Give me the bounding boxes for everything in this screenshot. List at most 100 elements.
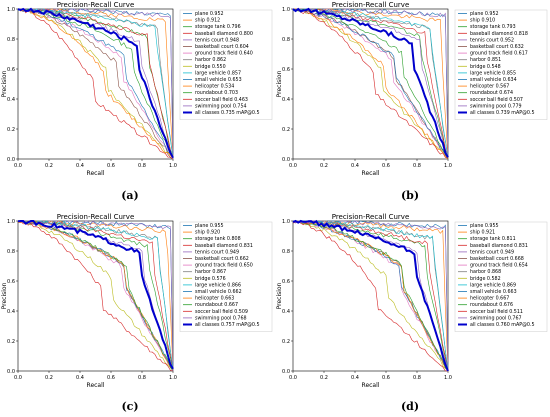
y-tick-label: 0.0	[282, 157, 290, 163]
plot-frame	[292, 8, 449, 160]
x-tick-label: 0.6	[382, 375, 390, 381]
chart-panel-c: Precision-Recall Curve 0.0 0.2 0.4 0.6 0.8 1.0…	[0, 212, 275, 402]
legend-entry: tennis court 0.948	[195, 37, 239, 43]
series-line-all-classes	[17, 220, 174, 370]
legend-entry: basketball court 0.668	[470, 256, 524, 262]
legend-entry: plane 0.955	[470, 223, 499, 229]
series-line-bridge	[292, 220, 449, 372]
x-tick-label: 0.0	[14, 375, 22, 381]
x-tick-label: 0.0	[289, 375, 297, 381]
series-line-all-classes	[292, 7, 449, 158]
legend-entry: baseball diamond 0.800	[195, 31, 253, 37]
legend-entry: basketball court 0.662	[195, 256, 249, 262]
y-tick-label: 0.4	[282, 309, 290, 315]
x-tick-label: 0.6	[107, 375, 115, 381]
legend-entry: helicopter 0.567	[470, 84, 509, 90]
x-tick-label: 1.0	[169, 375, 177, 381]
pr-chart-a: Precision-Recall Curve 0.0 0.2 0.4 0.6 0.8 1.0…	[1, 1, 273, 177]
caption-b: (b)	[400, 189, 420, 202]
y-tick-label: 0.4	[7, 309, 15, 315]
y-tick-label: 0.0	[282, 369, 290, 375]
y-tick-label: 0.4	[7, 97, 15, 103]
legend-entry: swimming pool 0.767	[470, 315, 522, 321]
x-axis-label: Recall	[362, 382, 380, 389]
series-line-soccer-ball-field	[292, 8, 449, 159]
legend-entry: ship 0.910	[470, 18, 495, 24]
x-axis-label: Recall	[362, 170, 380, 177]
legend-entry: bridge 0.582	[470, 276, 501, 282]
x-tick-label: 0.4	[76, 163, 84, 169]
y-tick-label: 0.8	[282, 249, 290, 255]
x-tick-label: 1.0	[169, 163, 177, 169]
legend-box	[454, 221, 548, 332]
series-line-tennis-court	[292, 220, 449, 372]
series-line-soccer-ball-field	[18, 220, 174, 372]
chart-title: Precision-Recall Curve	[332, 1, 410, 9]
plot-frame	[292, 220, 449, 372]
legend-entry: storage tank 0.796	[195, 24, 241, 30]
legend-entry: large vehicle 0.855	[470, 70, 516, 76]
chart-panel-d: Precision-Recall Curve 0.0 0.2 0.4 0.6 0.8 1.0…	[275, 212, 550, 402]
legend-entry: roundabout 0.667	[195, 302, 238, 308]
legend-entry: roundabout 0.676	[470, 302, 513, 308]
x-axis-label: Recall	[87, 382, 105, 389]
chart-panel-b: Precision-Recall Curve 0.0 0.2 0.4 0.6 0.8 1.0…	[275, 0, 550, 190]
legend-entry: roundabout 0.703	[195, 90, 238, 96]
legend-entry: plane 0.952	[470, 11, 499, 17]
x-tick-label: 0.2	[45, 375, 53, 381]
legend-entry: soccer ball field 0.509	[195, 309, 248, 315]
y-axis-label: Precision	[1, 282, 8, 309]
legend-entry: plane 0.955	[195, 223, 224, 229]
y-tick-label: 0.2	[282, 339, 290, 345]
legend-entry: harbor 0.867	[195, 269, 226, 275]
x-tick-label: 1.0	[444, 163, 452, 169]
legend-entry: soccer ball field 0.507	[470, 97, 523, 103]
legend-entry-all-classes: all classes 0.760 mAP@0.5	[470, 322, 535, 328]
series-line-bridge	[17, 8, 174, 160]
legend-entry: helicopter 0.534	[195, 84, 234, 90]
y-tick-label: 0.8	[282, 37, 290, 43]
series-line-small-vehicle	[292, 8, 449, 160]
x-tick-label: 0.4	[351, 375, 359, 381]
series-line-large-vehicle	[17, 8, 174, 159]
chart-panel-a: Precision-Recall Curve 0.0 0.2 0.4 0.6 0.8 1.0…	[0, 0, 275, 190]
chart-title: Precision-Recall Curve	[57, 1, 135, 9]
legend-entry: soccer ball field 0.511	[470, 309, 523, 315]
legend-entry: small vehicle 0.663	[470, 289, 517, 295]
y-tick-label: 0.6	[7, 279, 15, 285]
series-line-baseball-diamond	[292, 8, 449, 159]
series-line-small-vehicle	[17, 8, 174, 159]
y-axis-label: Precision	[1, 70, 8, 97]
x-tick-label: 0.4	[76, 375, 84, 381]
legend-entry-all-classes: all classes 0.735 mAP@0.5	[195, 110, 260, 116]
legend-entry: ground track field 0.640	[195, 51, 253, 57]
chart-title: Precision-Recall Curve	[332, 213, 410, 221]
series-line-all-classes	[292, 219, 449, 372]
legend-entry: bridge 0.576	[195, 276, 226, 282]
pr-chart-b: Precision-Recall Curve 0.0 0.2 0.4 0.6 0.8 1.0…	[276, 1, 548, 177]
legend-entry: small vehicle 0.634	[470, 77, 517, 83]
legend-entry: plane 0.952	[195, 11, 224, 17]
legend-box	[179, 221, 273, 332]
x-axis-label: Recall	[87, 170, 105, 177]
y-tick-label: 0.2	[7, 127, 15, 133]
y-tick-label: 0.8	[7, 249, 15, 255]
legend-entry: helicopter 0.663	[195, 296, 234, 302]
series-line-all-classes	[17, 7, 174, 159]
legend-entry: ground track field 0.654	[470, 263, 528, 269]
legend-box	[454, 9, 548, 120]
y-tick-label: 0.6	[282, 67, 290, 73]
legend-entry-all-classes: all classes 0.757 mAP@0.5	[195, 322, 260, 328]
legend-entry: tennis court 0.952	[470, 37, 514, 43]
legend-entry: ship 0.921	[470, 230, 495, 236]
pr-chart-d: Precision-Recall Curve 0.0 0.2 0.4 0.6 0.8 1.0…	[276, 213, 548, 389]
x-tick-label: 0.8	[413, 163, 421, 169]
legend-entry: bridge 0.550	[195, 64, 226, 70]
legend-entry: large vehicle 0.857	[195, 70, 241, 76]
legend-entry: ground track field 0.650	[195, 263, 253, 269]
legend-entry: harbor 0.868	[470, 269, 501, 275]
x-tick-label: 0.0	[289, 163, 297, 169]
y-tick-label: 0.2	[282, 127, 290, 133]
series-line-helicopter	[293, 8, 449, 160]
y-tick-label: 0.0	[7, 369, 15, 375]
